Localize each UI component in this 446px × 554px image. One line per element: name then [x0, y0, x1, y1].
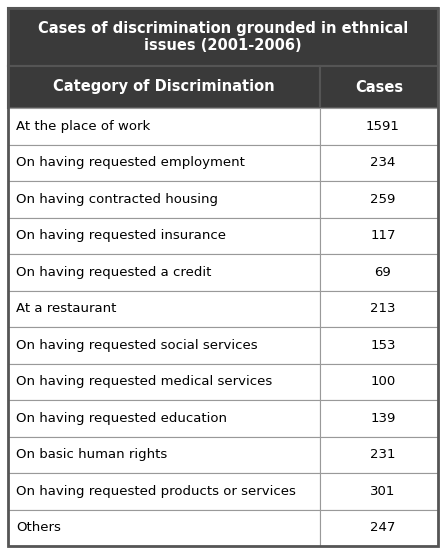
Bar	[8, 473, 320, 510]
Bar	[320, 363, 438, 400]
Bar	[320, 254, 438, 290]
Text: 1591: 1591	[366, 120, 400, 133]
Text: On having requested medical services: On having requested medical services	[16, 375, 272, 388]
Bar	[8, 218, 320, 254]
Bar	[8, 327, 320, 363]
Bar	[320, 510, 438, 546]
Text: 259: 259	[370, 193, 396, 206]
Text: 100: 100	[370, 375, 396, 388]
Text: On having requested a credit: On having requested a credit	[16, 266, 211, 279]
Text: Cases of discrimination grounded in ethnical
issues (2001-2006): Cases of discrimination grounded in ethn…	[38, 21, 408, 53]
Bar	[8, 8, 438, 66]
Bar	[320, 400, 438, 437]
Text: 69: 69	[375, 266, 391, 279]
Bar	[8, 254, 320, 290]
Text: Category of Discrimination: Category of Discrimination	[53, 80, 275, 95]
Text: 153: 153	[370, 338, 396, 352]
Text: On having contracted housing: On having contracted housing	[16, 193, 218, 206]
Text: 213: 213	[370, 302, 396, 315]
Bar	[8, 108, 320, 145]
Bar	[320, 437, 438, 473]
Bar	[8, 510, 320, 546]
Bar	[320, 290, 438, 327]
Text: On having requested education: On having requested education	[16, 412, 227, 425]
Text: Cases: Cases	[355, 80, 403, 95]
Text: On having requested insurance: On having requested insurance	[16, 229, 226, 242]
Text: 234: 234	[370, 156, 396, 170]
Bar	[320, 218, 438, 254]
Text: On having requested products or services: On having requested products or services	[16, 485, 296, 497]
Text: 139: 139	[370, 412, 396, 425]
Bar	[320, 66, 438, 108]
Text: At a restaurant: At a restaurant	[16, 302, 116, 315]
Text: 301: 301	[370, 485, 396, 497]
Bar	[8, 145, 320, 181]
Text: 247: 247	[370, 521, 396, 534]
Bar	[8, 66, 320, 108]
Bar	[8, 363, 320, 400]
Bar	[320, 327, 438, 363]
Bar	[320, 181, 438, 218]
Bar	[8, 181, 320, 218]
Bar	[8, 290, 320, 327]
Bar	[320, 473, 438, 510]
Text: On having requested social services: On having requested social services	[16, 338, 258, 352]
Bar	[320, 108, 438, 145]
Bar	[320, 145, 438, 181]
Text: 231: 231	[370, 448, 396, 461]
Text: At the place of work: At the place of work	[16, 120, 150, 133]
Text: On having requested employment: On having requested employment	[16, 156, 245, 170]
Bar	[8, 437, 320, 473]
Bar	[8, 400, 320, 437]
Text: Others: Others	[16, 521, 61, 534]
Text: 117: 117	[370, 229, 396, 242]
Text: On basic human rights: On basic human rights	[16, 448, 167, 461]
